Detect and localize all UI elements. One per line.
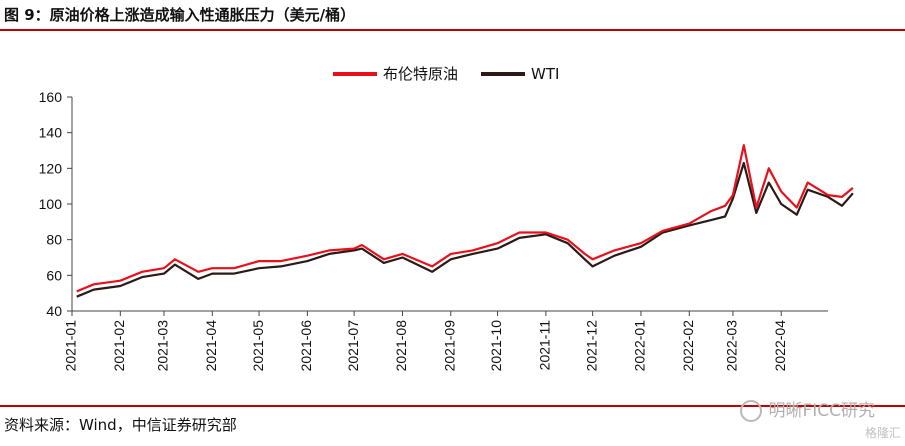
source-note: 资料来源：Wind，中信证券研究部 bbox=[4, 416, 237, 434]
y-tick-label: 40 bbox=[46, 303, 62, 319]
x-tick-label: 2021-02 bbox=[111, 320, 127, 372]
x-tick-label: 2022-02 bbox=[680, 320, 696, 372]
x-tick-label: 2021-05 bbox=[250, 320, 266, 372]
x-tick-label: 2021-12 bbox=[583, 320, 599, 372]
title-divider bbox=[0, 29, 905, 31]
x-tick-label: 2021-09 bbox=[441, 320, 457, 372]
series-line-wti bbox=[76, 161, 854, 298]
y-tick-label: 160 bbox=[39, 89, 63, 105]
source-divider bbox=[0, 405, 905, 407]
y-tick-label: 100 bbox=[39, 196, 63, 212]
y-tick-label: 60 bbox=[46, 267, 62, 283]
watermark: 明晰FICC研究 bbox=[740, 396, 875, 422]
legend-label-brent: 布伦特原油 bbox=[383, 65, 458, 83]
x-tick-label: 2021-11 bbox=[537, 320, 553, 371]
legend-label-wti: WTI bbox=[531, 65, 559, 83]
x-tick-label: 2021-06 bbox=[298, 320, 314, 372]
x-tick-label: 2022-01 bbox=[632, 320, 648, 372]
x-tick-label: 2021-08 bbox=[393, 320, 409, 372]
figure-title: 图 9：原油价格上涨造成输入性通胀压力（美元/桶） bbox=[4, 6, 356, 24]
x-tick-label: 2021-03 bbox=[155, 320, 171, 372]
y-tick-label: 140 bbox=[39, 125, 63, 141]
watermark-text: 明晰FICC研究 bbox=[768, 401, 875, 421]
x-tick-label: 2022-03 bbox=[724, 320, 740, 372]
x-tick-label: 2021-01 bbox=[63, 320, 79, 372]
x-tick-label: 2022-04 bbox=[772, 320, 788, 372]
watermark-sub: 格隆汇 bbox=[864, 426, 901, 440]
y-tick-label: 80 bbox=[46, 232, 62, 248]
series-line-brent bbox=[76, 144, 854, 293]
wechat-icon bbox=[740, 400, 763, 422]
x-tick-label: 2021-10 bbox=[488, 320, 504, 372]
x-tick-label: 2021-07 bbox=[345, 320, 361, 372]
y-tick-label: 120 bbox=[39, 160, 63, 176]
x-tick-label: 2021-04 bbox=[203, 320, 219, 372]
chart: 40 60 80 100 120 140 160 2021-01 2021-02 2021-03 2… bbox=[39, 65, 854, 372]
